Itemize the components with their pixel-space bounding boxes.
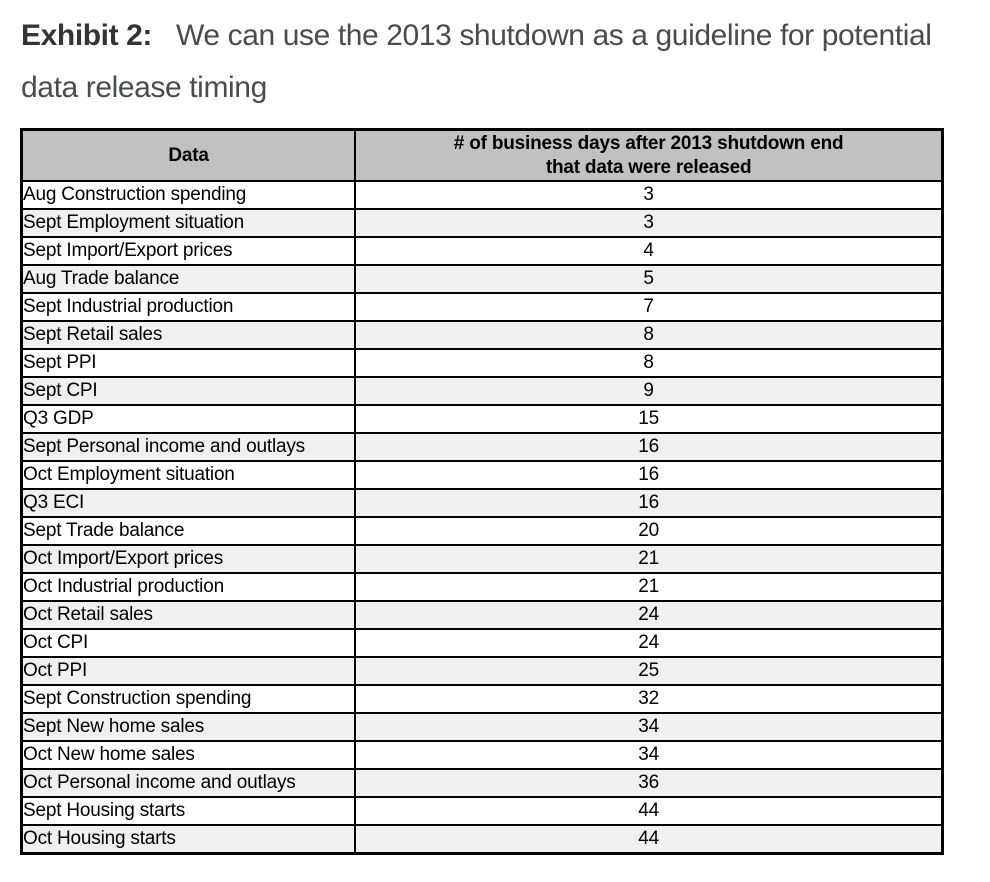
table-row: Oct PPI 25 [20,656,944,686]
table-row: Sept Trade balance 20 [20,516,944,546]
days-cell: 16 [354,488,944,518]
header-row: Data # of business days after 2013 shutd… [20,128,944,182]
days-cell: 21 [354,544,944,574]
table-row: Oct Housing starts 44 [20,824,944,855]
data-series-cell: Oct Housing starts [20,824,357,855]
data-series-cell: Oct CPI [20,628,357,658]
table-row: Oct Retail sales 24 [20,600,944,630]
data-series-cell: Sept Trade balance [20,516,357,546]
table-row: Sept Personal income and outlays 16 [20,432,944,462]
table-row: Oct CPI 24 [20,628,944,658]
table-row: Sept New home sales 34 [20,712,944,742]
table-row: Sept CPI 9 [20,376,944,406]
column-header-data: Data [20,128,357,182]
data-series-cell: Oct Personal income and outlays [20,768,357,798]
data-release-table: Data # of business days after 2013 shutd… [20,128,944,855]
data-series-cell: Q3 GDP [20,404,357,434]
data-series-cell: Sept Retail sales [20,320,357,350]
data-series-cell: Sept Import/Export prices [20,236,357,266]
table-row: Sept Import/Export prices 4 [20,236,944,266]
table-row: Sept Industrial production 7 [20,292,944,322]
days-cell: 8 [354,320,944,350]
column-header-days-line1: # of business days after 2013 shutdown e… [453,132,844,154]
days-cell: 15 [354,404,944,434]
table-row: Aug Trade balance 5 [20,264,944,294]
days-cell: 34 [354,712,944,742]
data-series-cell: Sept Industrial production [20,292,357,322]
table-row: Q3 ECI 16 [20,488,944,518]
days-cell: 21 [354,572,944,602]
data-series-cell: Oct PPI [20,656,357,686]
table-row: Oct Import/Export prices 21 [20,544,944,574]
table-row: Sept Retail sales 8 [20,320,944,350]
exhibit-title: Exhibit 2: We can use the 2013 shutdown a… [21,10,966,114]
data-series-cell: Oct Import/Export prices [20,544,357,574]
data-series-cell: Aug Construction spending [20,180,357,210]
days-cell: 20 [354,516,944,546]
data-series-cell: Sept Housing starts [20,796,357,826]
table-row: Sept Construction spending 32 [20,684,944,714]
table-row: Sept Employment situation 3 [20,208,944,238]
table-body: Aug Construction spending 3 Sept Employm… [20,180,944,855]
data-series-cell: Sept CPI [20,376,357,406]
data-series-cell: Oct New home sales [20,740,357,770]
data-series-cell: Sept PPI [20,348,357,378]
days-cell: 3 [354,180,944,210]
data-series-cell: Sept Employment situation [20,208,357,238]
days-cell: 44 [354,824,944,855]
data-series-cell: Sept Construction spending [20,684,357,714]
days-cell: 3 [354,208,944,238]
days-cell: 34 [354,740,944,770]
days-cell: 32 [354,684,944,714]
days-cell: 16 [354,460,944,490]
column-header-days: # of business days after 2013 shutdown e… [354,128,944,182]
days-cell: 25 [354,656,944,686]
days-cell: 16 [354,432,944,462]
exhibit-label: Exhibit 2: [21,19,153,52]
data-series-cell: Q3 ECI [20,488,357,518]
data-series-cell: Oct Industrial production [20,572,357,602]
table-row: Sept PPI 8 [20,348,944,378]
table-row: Oct Employment situation 16 [20,460,944,490]
data-series-cell: Aug Trade balance [20,264,357,294]
days-cell: 36 [354,768,944,798]
days-cell: 44 [354,796,944,826]
data-series-cell: Oct Employment situation [20,460,357,490]
table-row: Oct Industrial production 21 [20,572,944,602]
data-series-cell: Sept New home sales [20,712,357,742]
data-series-cell: Oct Retail sales [20,600,357,630]
days-cell: 5 [354,264,944,294]
exhibit-title-text: We can use the 2013 shutdown as a guidel… [21,19,932,104]
table-row: Aug Construction spending 3 [20,180,944,210]
table-row: Sept Housing starts 44 [20,796,944,826]
table-row: Q3 GDP 15 [20,404,944,434]
column-header-days-line2: that data were released [545,156,752,178]
table-row: Oct Personal income and outlays 36 [20,768,944,798]
days-cell: 4 [354,236,944,266]
data-series-cell: Sept Personal income and outlays [20,432,357,462]
table-header: Data # of business days after 2013 shutd… [20,128,944,182]
days-cell: 24 [354,628,944,658]
days-cell: 8 [354,348,944,378]
days-cell: 9 [354,376,944,406]
days-cell: 24 [354,600,944,630]
table-row: Oct New home sales 34 [20,740,944,770]
days-cell: 7 [354,292,944,322]
